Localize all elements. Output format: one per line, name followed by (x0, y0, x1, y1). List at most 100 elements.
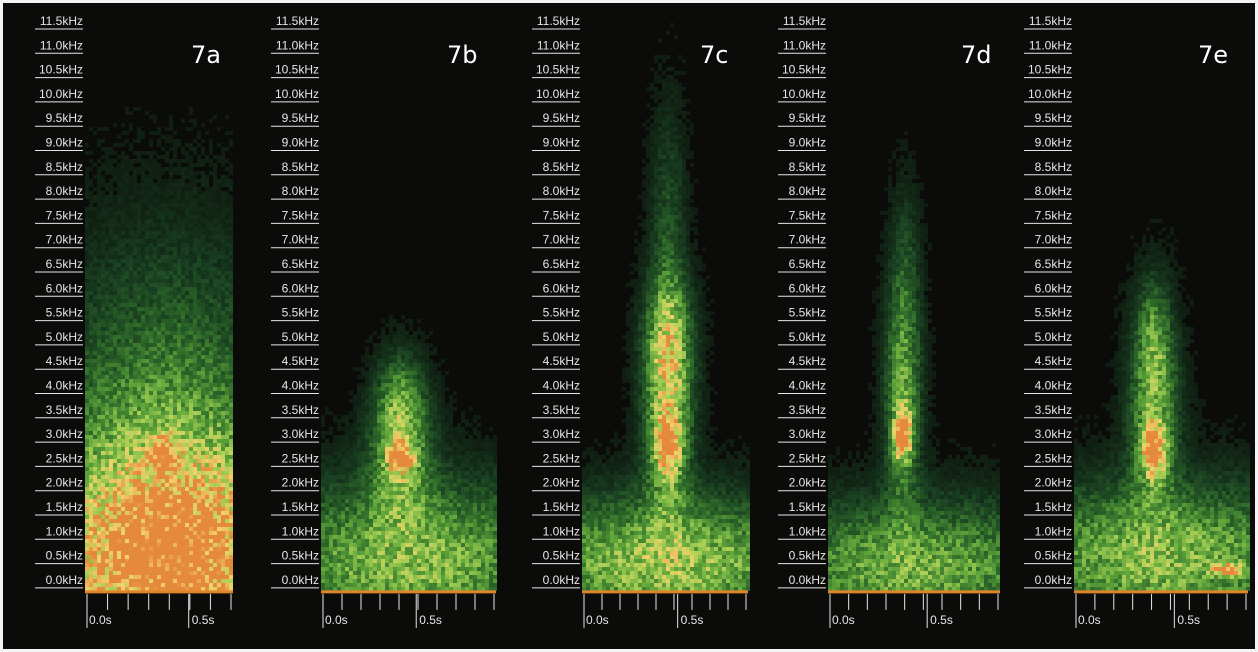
spectrogram-cell (185, 475, 189, 479)
spectrogram-cell (141, 435, 145, 439)
spectrogram-cell (165, 491, 169, 495)
spectrogram-cell (101, 575, 105, 579)
spectrogram-cell (385, 367, 389, 371)
spectrogram-cell (129, 571, 133, 575)
spectrogram-cell (209, 383, 213, 387)
spectrogram-cell (173, 511, 177, 515)
spectrogram-cell (153, 167, 157, 171)
spectrogram-cell (109, 495, 113, 499)
spectrogram-cell (417, 451, 421, 455)
spectrogram-cell (105, 351, 109, 355)
spectrogram-cell (201, 159, 205, 163)
spectrogram-cell (133, 431, 137, 435)
spectrogram-cell (157, 439, 161, 443)
spectrogram-cell (437, 363, 441, 367)
spectrogram-cell (85, 307, 89, 311)
spectrogram-cell (109, 535, 113, 539)
spectrogram-cell (197, 259, 201, 263)
spectrogram-cell (121, 375, 125, 379)
spectrogram-cell (193, 271, 197, 275)
spectrogram-cell (193, 351, 197, 355)
spectrogram-cell (97, 351, 101, 355)
spectrogram-cell (397, 383, 401, 387)
spectrogram-cell (189, 235, 193, 239)
spectrogram-cell (389, 383, 393, 387)
spectrogram-cell (137, 495, 141, 499)
spectrogram-cell (133, 211, 137, 215)
spectrogram-cell (145, 199, 149, 203)
spectrogram-cell (413, 439, 417, 443)
spectrogram-cell (357, 375, 361, 379)
spectrogram-cell (85, 407, 89, 411)
spectrogram-cell (373, 431, 377, 435)
spectrogram-cell (217, 283, 221, 287)
spectrogram-cell (193, 507, 197, 511)
spectrogram-cell (149, 155, 153, 159)
spectrogram-cell (109, 431, 113, 435)
spectrogram-cell (89, 311, 93, 315)
spectrogram-cell (121, 271, 125, 275)
spectrogram-cell (201, 439, 205, 443)
spectrogram-cell (97, 507, 101, 511)
spectrogram-cell (129, 175, 133, 179)
spectrogram-cell (393, 367, 397, 371)
spectrogram-cell (213, 299, 217, 303)
spectrogram-cell (105, 223, 109, 227)
spectrogram-cell (177, 195, 181, 199)
spectrogram-cell (461, 431, 465, 435)
spectrogram-cell (125, 307, 129, 311)
spectrogram-cell (201, 259, 205, 263)
spectrogram-cell (149, 211, 153, 215)
spectrogram-cell (409, 403, 413, 407)
y-tick-label: 4.0kHz (46, 379, 83, 393)
spectrogram-cell (217, 199, 221, 203)
spectrogram-cell (177, 447, 181, 451)
spectrogram-cell (121, 267, 125, 271)
spectrogram-cell (193, 339, 197, 343)
spectrogram-cell (221, 587, 225, 591)
spectrogram-cell (181, 239, 185, 243)
spectrogram-cell (473, 431, 477, 435)
spectrogram-cell (209, 359, 213, 363)
spectrogram-cell (101, 347, 105, 351)
spectrogram-cell (89, 339, 93, 343)
spectrogram-cell (93, 279, 97, 283)
spectrogram-cell (173, 383, 177, 387)
spectrogram-cell (185, 127, 189, 131)
spectrogram-cell (113, 515, 117, 519)
spectrogram-cell (217, 227, 221, 231)
spectrogram-cell (221, 279, 225, 283)
spectrogram-cell (101, 163, 105, 167)
spectrogram-cell (189, 395, 193, 399)
spectrogram-cell (177, 239, 181, 243)
spectrogram-cell (209, 339, 213, 343)
spectrogram-cell (209, 371, 213, 375)
spectrogram-cell (205, 287, 209, 291)
spectrogram-cell (209, 431, 213, 435)
spectrogram-cell (113, 199, 117, 203)
spectrogram-cell (209, 435, 213, 439)
spectrogram-cell (189, 423, 193, 427)
spectrogram-cell (189, 127, 193, 131)
spectrogram-cell (169, 243, 173, 247)
spectrogram-cell (97, 431, 101, 435)
spectrogram-cell (97, 447, 101, 451)
spectrogram-cell (401, 407, 405, 411)
spectrogram-cell (125, 255, 129, 259)
spectrogram-cell (197, 243, 201, 247)
spectrogram-cell (169, 427, 173, 431)
spectrogram-cell (101, 247, 105, 251)
spectrogram-cell (161, 363, 165, 367)
spectrogram-cell (97, 175, 101, 179)
spectrogram-cell (409, 343, 413, 347)
spectrogram-cell (137, 519, 141, 523)
spectrogram-cell (105, 271, 109, 275)
spectrogram-cell (109, 247, 113, 251)
spectrogram-cell (173, 419, 177, 423)
spectrogram-cell (185, 391, 189, 395)
spectrogram-cell (125, 319, 129, 323)
spectrogram-cell (169, 239, 173, 243)
spectrogram-cell (137, 503, 141, 507)
spectrogram-cell (149, 271, 153, 275)
spectrogram-cell (125, 403, 129, 407)
